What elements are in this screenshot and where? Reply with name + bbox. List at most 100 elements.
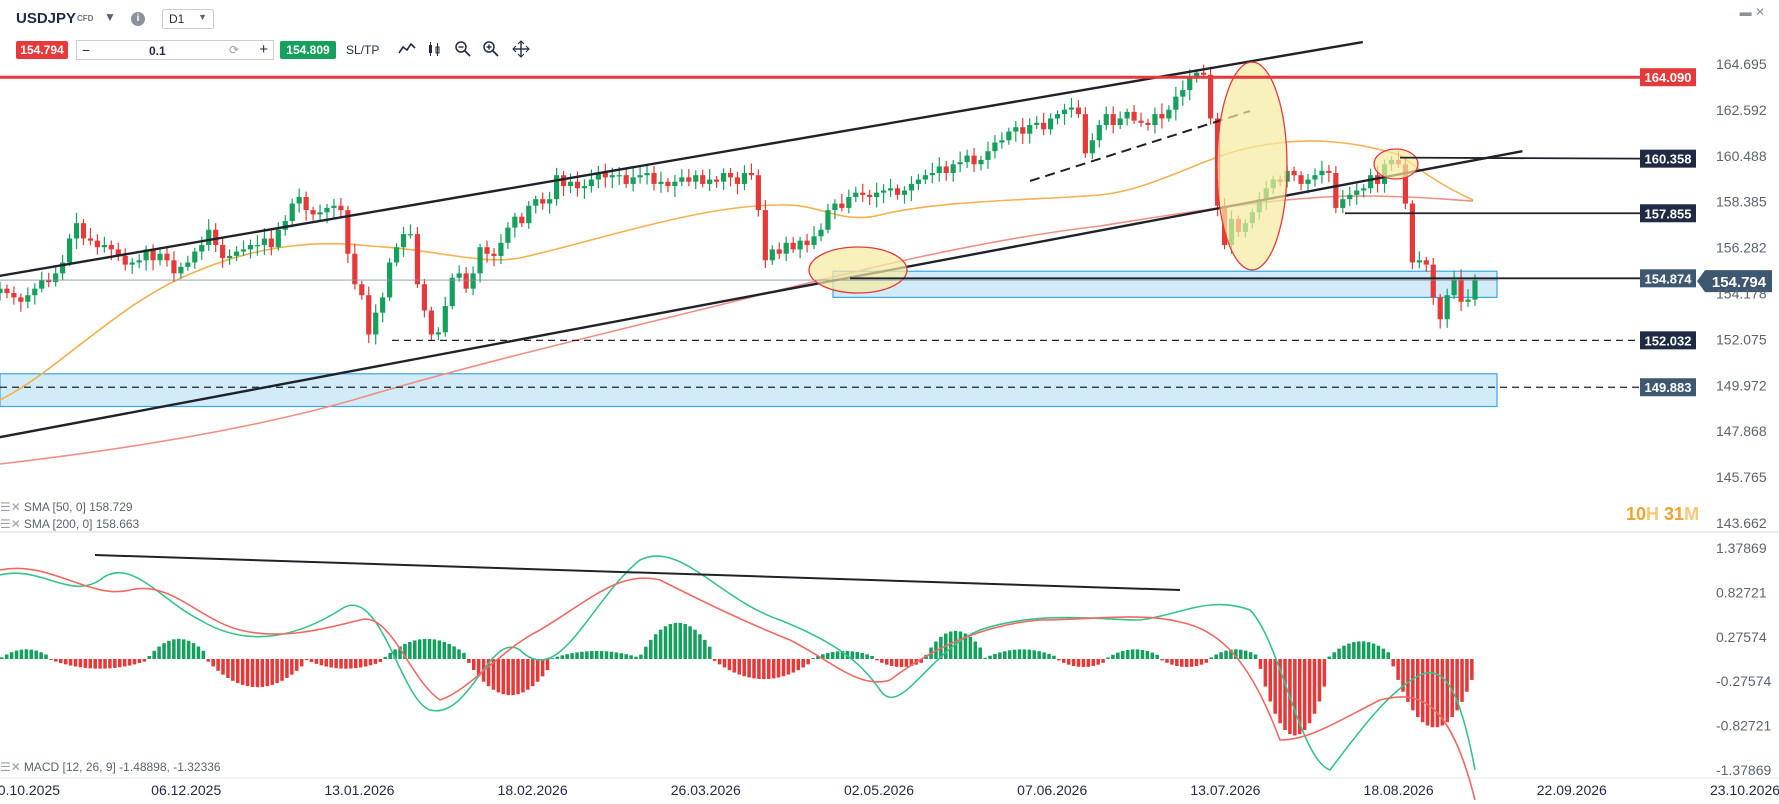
macd-histogram-bar	[698, 634, 702, 659]
line-chart-icon[interactable]	[398, 40, 416, 58]
candle	[978, 155, 984, 171]
candle-body	[1131, 111, 1137, 121]
macd-histogram-bar	[806, 659, 810, 665]
candle	[992, 135, 998, 159]
sma200-legend[interactable]: ☰✕ SMA [200, 0] 158.663	[0, 517, 139, 531]
zoom-out-icon[interactable]	[454, 40, 472, 58]
candle	[908, 176, 915, 202]
candle	[693, 170, 699, 190]
macd-histogram-bar	[983, 657, 987, 659]
macd-legend[interactable]: ☰✕ MACD [12, 26, 9] -1.48898, -1.32336	[0, 760, 221, 774]
candle-body	[1347, 194, 1353, 200]
candle	[80, 219, 87, 246]
macd-histogram-bar	[781, 659, 786, 677]
refresh-icon[interactable]: ⟳	[229, 43, 240, 57]
macd-histogram-bar	[649, 639, 653, 659]
macd-histogram-bar	[39, 652, 43, 659]
window-controls[interactable]: ▬ ✕	[1739, 5, 1765, 19]
macd-histogram-bar	[304, 659, 309, 661]
macd-histogram-bar	[1391, 659, 1395, 667]
macd-histogram-bar	[1239, 649, 1243, 659]
macd-histogram-bar	[909, 659, 914, 666]
candle-body	[790, 242, 796, 250]
candle	[456, 265, 462, 282]
settings-icon[interactable]: ☰✕	[0, 500, 21, 514]
sell-button[interactable]: 154.794	[16, 41, 68, 59]
macd-histogram-bar	[501, 659, 506, 695]
macd-histogram-bar	[476, 659, 481, 677]
macd-histogram-bar	[875, 659, 879, 661]
increase-button[interactable]: +	[259, 41, 268, 58]
candle-body	[769, 249, 775, 261]
macd-histogram-bar	[358, 659, 363, 668]
macd-histogram-bar	[555, 656, 560, 659]
date-tick-label: 18.02.2026	[498, 782, 568, 798]
candles-icon[interactable]	[426, 40, 444, 58]
info-icon[interactable]: i	[131, 12, 145, 26]
candle	[206, 219, 212, 251]
macd-histogram-bar	[236, 659, 240, 684]
candle	[1013, 121, 1019, 142]
candle	[1138, 112, 1144, 127]
quantity-stepper[interactable]: − 0.1 ⟳ +	[76, 40, 274, 60]
candle-body	[825, 210, 831, 230]
macd-histogram-bar	[1416, 659, 1420, 718]
buy-button[interactable]: 154.809	[280, 41, 336, 59]
candle	[414, 227, 421, 288]
macd-histogram-bar	[1214, 654, 1218, 659]
macd-histogram-bar	[442, 641, 447, 659]
candle	[1416, 251, 1422, 269]
macd-histogram-bar	[240, 659, 245, 685]
candle	[1068, 98, 1075, 118]
candle	[901, 186, 908, 204]
level-label: 160.358	[1640, 149, 1696, 168]
candle	[839, 193, 845, 212]
candle-body	[456, 273, 462, 278]
sltp-button[interactable]: SL/TP	[346, 43, 380, 57]
candle	[192, 247, 198, 269]
macd-histogram-bar	[280, 659, 284, 681]
candle-body	[1416, 260, 1422, 263]
symbol-dropdown-icon[interactable]: ▼	[104, 10, 116, 24]
macd-histogram-bar	[1057, 659, 1061, 661]
sma50-legend-label: SMA [50, 0] 158.729	[23, 500, 133, 514]
candle	[1061, 103, 1068, 125]
candle	[679, 169, 685, 187]
zoom-in-icon[interactable]	[482, 40, 500, 58]
candle-body	[296, 197, 302, 204]
macd-histogram-bar	[732, 659, 737, 673]
level-label-text: 152.032	[1645, 333, 1692, 348]
grid-layer	[0, 531, 1779, 779]
candle	[1451, 270, 1457, 300]
settings-icon[interactable]: ☰✕	[0, 517, 21, 531]
candle	[832, 199, 838, 219]
macd-histogram-bar	[688, 626, 692, 659]
candle	[178, 262, 184, 279]
candle	[630, 166, 636, 192]
macd-histogram-bar	[54, 659, 58, 662]
quantity-input[interactable]: 0.1	[149, 44, 166, 58]
candle-body	[581, 186, 588, 189]
candle	[129, 258, 135, 274]
macd-histogram-bar	[762, 659, 766, 680]
macd-histogram-bar	[919, 659, 923, 663]
macd-histogram-bar	[1450, 659, 1454, 718]
macd-histogram-bar	[958, 631, 963, 659]
pan-move-icon[interactable]	[512, 40, 530, 58]
macd-histogram-bar	[1307, 659, 1312, 724]
timeframe-select[interactable]: D1 ▼	[162, 9, 214, 29]
candle-body	[18, 297, 24, 302]
macd-histogram-bar	[1209, 657, 1214, 659]
macd-histogram-bar	[870, 655, 874, 659]
macd-histogram-bar	[1420, 659, 1425, 723]
candle	[894, 184, 901, 200]
settings-icon[interactable]: ☰✕	[0, 760, 21, 774]
sma50-legend[interactable]: ☰✕ SMA [50, 0] 158.729	[0, 500, 133, 514]
level-label: 152.032	[1640, 331, 1696, 350]
symbol-label[interactable]: USDJPY	[16, 10, 77, 27]
candle-body	[1027, 124, 1033, 134]
macd-histogram-bar	[181, 639, 186, 659]
candle-body	[1208, 74, 1214, 119]
decrease-button[interactable]: −	[82, 42, 91, 58]
